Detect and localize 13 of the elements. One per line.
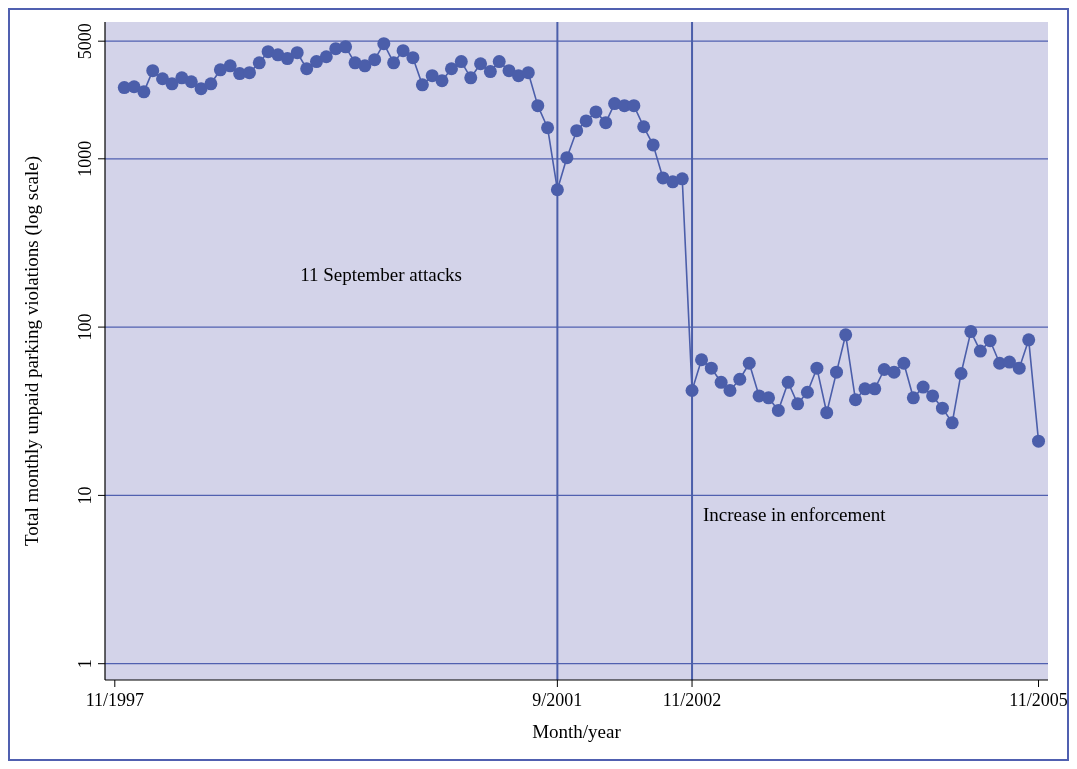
- x-axis-title: Month/year: [532, 721, 622, 742]
- y-tick-label: 5000: [75, 23, 95, 60]
- ref-line-label: Increase in enforcement: [703, 504, 887, 525]
- y-axis-title: Total monthly unpaid parking violations (log scale): [21, 155, 43, 547]
- y-tick-label: 100: [75, 313, 95, 341]
- x-tick-label: 9/2001: [532, 690, 583, 710]
- y-tick-label: 1000: [75, 140, 95, 177]
- annotation: 11 September attacks: [300, 264, 462, 285]
- x-tick-label: 11/1997: [85, 690, 144, 710]
- y-tick-label: 1: [75, 659, 95, 669]
- y-tick-label: 10: [75, 486, 95, 505]
- x-tick-label: 11/2005: [1009, 690, 1068, 710]
- x-tick-label: 11/2002: [662, 690, 722, 710]
